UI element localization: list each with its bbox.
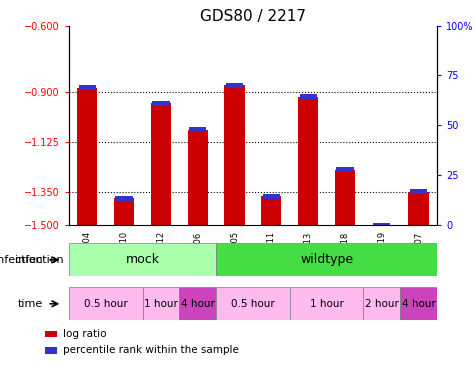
Bar bbox=[142, 287, 180, 320]
Title: GDS80 / 2217: GDS80 / 2217 bbox=[200, 10, 306, 25]
Bar bbox=[298, 97, 318, 225]
Bar bbox=[79, 85, 96, 90]
Bar bbox=[45, 347, 57, 354]
Bar bbox=[224, 86, 245, 225]
Bar bbox=[115, 196, 133, 201]
Bar bbox=[188, 130, 208, 225]
Bar bbox=[261, 196, 282, 225]
Bar bbox=[152, 101, 170, 106]
Text: infection: infection bbox=[16, 255, 64, 265]
Text: 0.5 hour: 0.5 hour bbox=[84, 299, 128, 309]
Bar bbox=[363, 287, 400, 320]
Text: 1 hour: 1 hour bbox=[144, 299, 178, 309]
Bar bbox=[336, 167, 353, 172]
Bar bbox=[300, 94, 317, 99]
Bar bbox=[410, 190, 427, 194]
Bar bbox=[69, 243, 216, 276]
Bar bbox=[69, 287, 142, 320]
Bar bbox=[189, 127, 206, 132]
Bar bbox=[216, 287, 290, 320]
Bar bbox=[408, 192, 429, 225]
Text: 2 hour: 2 hour bbox=[365, 299, 399, 309]
Text: 4 hour: 4 hour bbox=[181, 299, 215, 309]
Bar bbox=[114, 198, 134, 225]
Bar bbox=[77, 88, 97, 225]
Bar bbox=[151, 103, 171, 225]
Text: percentile rank within the sample: percentile rank within the sample bbox=[63, 346, 239, 355]
Bar bbox=[263, 194, 280, 199]
Bar bbox=[335, 170, 355, 225]
Text: mock: mock bbox=[125, 253, 160, 266]
Bar bbox=[373, 223, 390, 228]
Bar bbox=[226, 83, 243, 88]
Text: log ratio: log ratio bbox=[63, 329, 107, 339]
Text: infection: infection bbox=[0, 255, 43, 265]
Text: wildtype: wildtype bbox=[300, 253, 353, 266]
Text: 4 hour: 4 hour bbox=[402, 299, 436, 309]
Bar bbox=[290, 287, 363, 320]
Text: time: time bbox=[18, 299, 43, 309]
Bar bbox=[400, 287, 437, 320]
Bar bbox=[216, 243, 437, 276]
Text: 0.5 hour: 0.5 hour bbox=[231, 299, 275, 309]
Text: 1 hour: 1 hour bbox=[310, 299, 343, 309]
Bar bbox=[180, 287, 216, 320]
Bar bbox=[45, 331, 57, 337]
